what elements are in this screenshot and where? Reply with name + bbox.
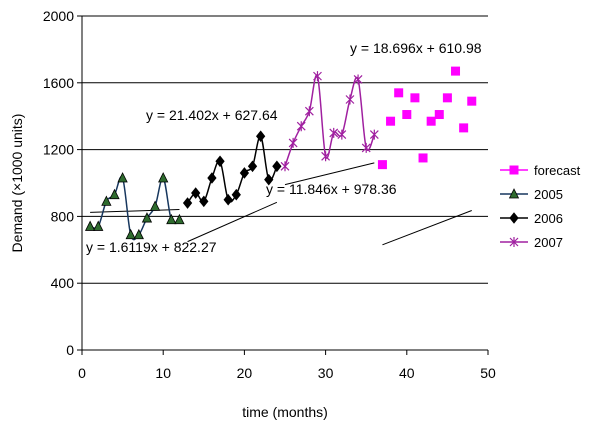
trendline-equations: y = 1.6119x + 822.27 y = 21.402x + 627.64…: [86, 40, 482, 255]
trendline-equation: y = 18.696x + 610.98: [350, 40, 482, 56]
data-point: [101, 195, 112, 206]
x-tick-label: 0: [78, 365, 86, 381]
legend-marker: [509, 237, 519, 247]
data-point: [321, 151, 331, 162]
data-point: [215, 155, 225, 168]
trendline: [90, 208, 180, 213]
legend-item-2005: 2005: [500, 187, 563, 202]
data-point: [247, 160, 258, 173]
data-point: [329, 127, 339, 138]
data-point: [288, 137, 298, 148]
series-group: [84, 66, 477, 241]
data-point: [459, 123, 469, 133]
data-point: [353, 74, 363, 85]
y-tick-label: 1200: [43, 142, 74, 158]
data-point: [117, 172, 128, 183]
data-point: [207, 172, 217, 184]
legend-marker: [509, 212, 519, 224]
data-point: [191, 187, 201, 199]
data-point: [394, 88, 404, 98]
data-point: [272, 160, 282, 173]
legend-item-2007: 2007: [500, 235, 563, 250]
data-point: [239, 167, 250, 179]
data-point: [402, 110, 412, 120]
data-point: [109, 188, 120, 200]
data-point: [377, 160, 387, 170]
trendline: [382, 210, 472, 246]
y-tick-label: 400: [51, 275, 75, 291]
y-axis-title: Demand (×1000 units): [9, 114, 25, 253]
data-point: [361, 142, 371, 153]
data-point: [264, 173, 274, 186]
data-point: [255, 130, 266, 143]
y-tick-label: 0: [66, 342, 74, 358]
data-point: [296, 121, 306, 132]
legend-label: 2005: [534, 187, 563, 202]
data-point: [434, 110, 444, 120]
x-tick-label: 40: [399, 365, 415, 381]
data-point: [418, 153, 428, 163]
data-point: [133, 228, 144, 240]
data-point: [345, 94, 355, 105]
axes: 0 400 800 1200 1600 2000 0 10 20 30 40 50: [43, 8, 496, 381]
data-point: [313, 71, 322, 82]
data-point: [337, 129, 347, 140]
trendlines: [90, 162, 472, 246]
legend-label: forecast: [534, 163, 581, 178]
series-2005: [84, 172, 185, 241]
data-point: [410, 93, 420, 103]
series-2006: [182, 130, 282, 209]
data-point: [182, 197, 193, 209]
trendline: [284, 162, 375, 186]
data-point: [141, 212, 153, 223]
legend-item-forecast: forecast: [500, 163, 581, 178]
gridlines: [82, 15, 488, 284]
y-tick-label: 2000: [43, 8, 74, 24]
series-line-2006: [186, 135, 278, 204]
data-point: [199, 195, 209, 208]
data-point: [304, 106, 314, 117]
data-point: [158, 172, 169, 183]
legend: forecast 2005 2006 2007: [500, 163, 581, 250]
data-point: [467, 96, 477, 106]
legend-marker: [508, 188, 520, 199]
data-point: [451, 66, 461, 76]
series-forecast: [377, 66, 477, 170]
data-point: [166, 213, 177, 225]
series-2007: [280, 71, 379, 172]
x-tick-label: 20: [237, 365, 253, 381]
data-point: [280, 161, 290, 172]
legend-item-2006: 2006: [500, 211, 563, 226]
series-line-2005: [89, 175, 180, 241]
trendline-equation: y = 11.846x + 978.36: [266, 181, 397, 197]
data-point: [174, 213, 185, 225]
trendline-equation: y = 21.402x + 627.64: [146, 107, 278, 123]
x-tick-label: 50: [480, 365, 496, 381]
data-point: [125, 228, 136, 240]
data-point: [149, 200, 161, 211]
legend-marker: [509, 165, 519, 175]
trendline-equation: y = 1.6119x + 822.27: [86, 239, 217, 255]
data-point: [223, 193, 233, 206]
x-tick-label: 10: [155, 365, 171, 381]
x-axis-title: time (months): [242, 404, 328, 420]
data-point: [369, 129, 379, 140]
legend-label: 2006: [534, 211, 563, 226]
data-point: [231, 188, 241, 201]
y-tick-label: 1600: [43, 75, 74, 91]
legend-label: 2007: [534, 235, 563, 250]
y-tick-label: 800: [51, 208, 75, 224]
trendline: [187, 201, 278, 243]
data-point: [386, 116, 396, 126]
data-point: [426, 116, 436, 126]
data-point: [442, 93, 452, 103]
data-point: [93, 220, 104, 231]
x-tick-label: 30: [318, 365, 334, 381]
data-point: [84, 220, 96, 231]
